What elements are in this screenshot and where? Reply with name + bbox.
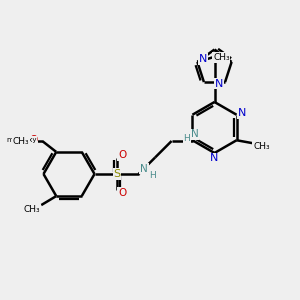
Text: O: O	[118, 188, 127, 198]
Text: O: O	[29, 135, 37, 145]
Text: S: S	[113, 169, 121, 179]
Text: methoxy: methoxy	[6, 137, 36, 143]
Text: H: H	[149, 171, 155, 180]
Text: CH₃: CH₃	[213, 53, 230, 62]
Text: CH₃: CH₃	[24, 205, 40, 214]
Text: N: N	[238, 108, 246, 118]
Text: CH₃: CH₃	[13, 137, 29, 146]
Text: N: N	[199, 54, 208, 64]
Text: O: O	[118, 150, 127, 161]
Text: N: N	[215, 79, 223, 88]
Text: H: H	[183, 134, 190, 143]
Text: N: N	[210, 153, 219, 164]
Text: N: N	[191, 129, 199, 140]
Text: CH₃: CH₃	[253, 142, 270, 151]
Text: N: N	[140, 164, 148, 174]
